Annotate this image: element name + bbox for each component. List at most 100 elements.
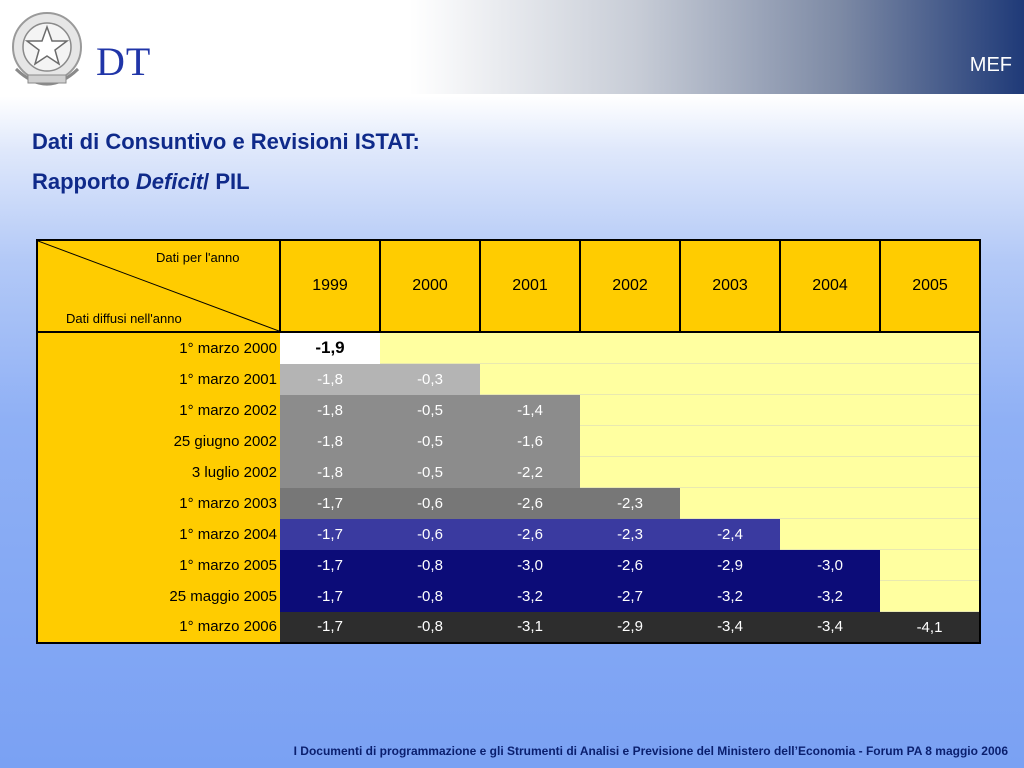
- year-header-2002: 2002: [579, 239, 681, 333]
- table-header-row: Dati per l'anno Dati diffusi nell'anno 1…: [36, 239, 981, 333]
- title-line-2: Rapporto Deficit/ PIL: [32, 162, 420, 202]
- empty-cell: [880, 425, 981, 457]
- row-label: 1° marzo 2001: [36, 363, 280, 395]
- table-cell: -3,0: [780, 549, 880, 581]
- empty-cell: [880, 487, 981, 519]
- corner-top-label: Dati per l'anno: [156, 250, 240, 265]
- table-row: 1° marzo 2000 -1,9: [36, 332, 981, 364]
- empty-cell: [880, 580, 981, 612]
- empty-cell: [680, 456, 780, 488]
- empty-cell: [880, 363, 981, 395]
- empty-cell: [580, 363, 680, 395]
- table-cell: -3,4: [780, 611, 880, 644]
- year-header-2000: 2000: [379, 239, 481, 333]
- slide-header: [0, 0, 1024, 94]
- slide-title: Dati di Consuntivo e Revisioni ISTAT: Ra…: [32, 122, 420, 202]
- title-line-2-prefix: Rapporto: [32, 169, 136, 194]
- table-cell: -1,7: [280, 580, 380, 612]
- table-cell: -3,1: [480, 611, 580, 644]
- table-cell: -1,7: [280, 611, 380, 644]
- empty-cell: [480, 332, 580, 364]
- header-corner-cell: Dati per l'anno Dati diffusi nell'anno: [36, 239, 281, 333]
- table-cell: -2,6: [480, 518, 580, 550]
- table-cell: -2,9: [680, 549, 780, 581]
- year-header-2003: 2003: [679, 239, 781, 333]
- year-header-2004: 2004: [779, 239, 881, 333]
- table-cell: -0,8: [380, 580, 480, 612]
- table-cell: -0,5: [380, 456, 480, 488]
- table-cell: -0,5: [380, 425, 480, 457]
- empty-cell: [780, 332, 880, 364]
- row-label: 3 luglio 2002: [36, 456, 280, 488]
- table-cell: -0,6: [380, 487, 480, 519]
- table-row: 1° marzo 2005 -1,7 -0,8 -3,0 -2,6 -2,9 -…: [36, 549, 981, 581]
- title-line-2-suffix: / PIL: [203, 169, 250, 194]
- table-cell: -2,9: [580, 611, 680, 644]
- empty-cell: [580, 394, 680, 426]
- table-cell: -1,8: [280, 425, 380, 457]
- empty-cell: [680, 487, 780, 519]
- table-cell: -2,4: [680, 518, 780, 550]
- table-cell: -2,3: [580, 487, 680, 519]
- table-row: 3 luglio 2002 -1,8 -0,5 -2,2: [36, 456, 981, 488]
- deficit-revisions-table: Dati per l'anno Dati diffusi nell'anno 1…: [36, 239, 981, 644]
- corner-bottom-label: Dati diffusi nell'anno: [66, 311, 182, 326]
- empty-cell: [680, 425, 780, 457]
- row-label: 25 giugno 2002: [36, 425, 280, 457]
- table-cell: -0,5: [380, 394, 480, 426]
- empty-cell: [780, 394, 880, 426]
- empty-cell: [880, 456, 981, 488]
- header-divider: [0, 94, 1024, 97]
- table-row: 1° marzo 2003 -1,7 -0,6 -2,6 -2,3: [36, 487, 981, 519]
- empty-cell: [680, 363, 780, 395]
- row-label: 1° marzo 2003: [36, 487, 280, 519]
- table-cell: -1,8: [280, 394, 380, 426]
- table-cell: -2,3: [580, 518, 680, 550]
- empty-cell: [580, 425, 680, 457]
- table-cell: -2,2: [480, 456, 580, 488]
- table-cell: -0,8: [380, 611, 480, 644]
- row-label: 1° marzo 2002: [36, 394, 280, 426]
- footer-caption: I Documenti di programmazione e gli Stru…: [293, 744, 1008, 758]
- table-row: 25 giugno 2002 -1,8 -0,5 -1,6: [36, 425, 981, 457]
- row-label: 25 maggio 2005: [36, 580, 280, 612]
- mef-label: MEF: [969, 54, 1012, 76]
- table-row: 1° marzo 2006 -1,7 -0,8 -3,1 -2,9 -3,4 -…: [36, 611, 981, 644]
- row-label: 1° marzo 2004: [36, 518, 280, 550]
- table-cell: -1,7: [280, 518, 380, 550]
- table-row: 1° marzo 2004 -1,7 -0,6 -2,6 -2,3 -2,4: [36, 518, 981, 550]
- table-cell: -1,7: [280, 487, 380, 519]
- empty-cell: [780, 518, 880, 550]
- empty-cell: [880, 549, 981, 581]
- row-label: 1° marzo 2006: [36, 611, 280, 644]
- table-row: 1° marzo 2001 -1,8 -0,3: [36, 363, 981, 395]
- table-cell: -1,8: [280, 363, 380, 395]
- empty-cell: [680, 394, 780, 426]
- table-cell: -2,6: [480, 487, 580, 519]
- table-cell: -1,6: [480, 425, 580, 457]
- empty-cell: [380, 332, 480, 364]
- table-cell: -1,9: [280, 332, 380, 364]
- empty-cell: [880, 332, 981, 364]
- table-cell: -0,8: [380, 549, 480, 581]
- empty-cell: [480, 363, 580, 395]
- empty-cell: [580, 456, 680, 488]
- empty-cell: [780, 363, 880, 395]
- table-cell: -1,8: [280, 456, 380, 488]
- table-cell: -3,2: [480, 580, 580, 612]
- empty-cell: [880, 394, 981, 426]
- year-header-1999: 1999: [279, 239, 381, 333]
- title-line-2-em: Deficit: [135, 169, 204, 194]
- table-cell: -1,4: [480, 394, 580, 426]
- empty-cell: [880, 518, 981, 550]
- empty-cell: [780, 487, 880, 519]
- empty-cell: [780, 425, 880, 457]
- table-cell: -3,2: [780, 580, 880, 612]
- empty-cell: [680, 332, 780, 364]
- table-row: 1° marzo 2002 -1,8 -0,5 -1,4: [36, 394, 981, 426]
- dt-logo-text: DT: [96, 39, 152, 84]
- table-cell: -2,6: [580, 549, 680, 581]
- table-cell: -3,0: [480, 549, 580, 581]
- table-cell: -1,7: [280, 549, 380, 581]
- table-cell: -0,3: [380, 363, 480, 395]
